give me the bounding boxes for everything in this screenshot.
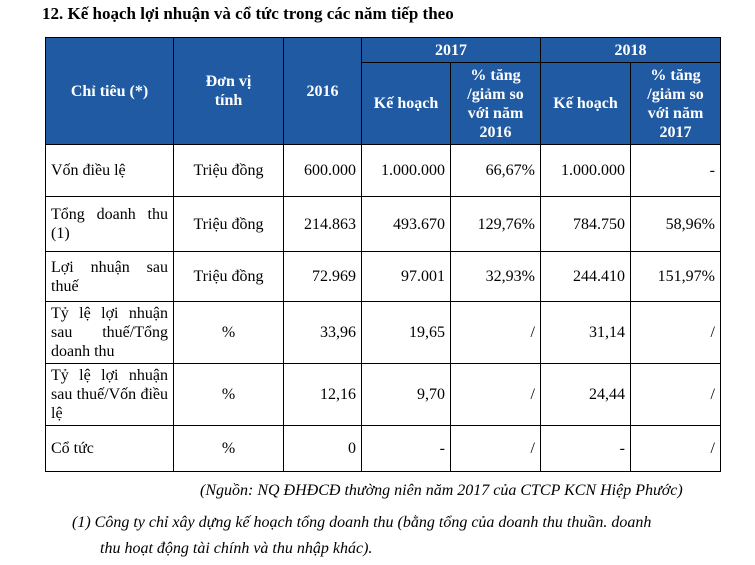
table-row: Cổ tức% 0- / - / (45, 425, 721, 472)
header-2016: 2016 (283, 37, 362, 145)
row-2017-plan: 97.001 (361, 251, 451, 302)
header-plan-2017: Kế hoạch (361, 62, 451, 145)
header-2018: 2018 (540, 37, 721, 63)
row-2018-plan: 31,14 (540, 301, 631, 364)
table-row: Vốn điều lệ Triệu đồng 600.000 1.000.000 66,… (45, 144, 721, 197)
table-row: Tổng doanh thu (1) Triệu đồng 214.863 493.6… (45, 196, 721, 252)
header-pct-2017: % tăng /giảm so với năm 2016 (450, 62, 541, 145)
row-label-text: Vốn điều lệ (51, 162, 126, 179)
row-2018-change: 58,96% (630, 196, 721, 252)
row-label: Cổ tức (45, 425, 174, 472)
table-row: Lợi nhuận sau thuế Triệu đồng 72.969 97.001… (45, 251, 721, 302)
row-2016-value: 600.000 (283, 144, 362, 197)
row-label-text: Lợi nhuận sau thuế (51, 258, 168, 295)
row-2017-change: 129,76% (450, 196, 541, 252)
row-2018-plan: 784.750 (540, 196, 631, 252)
row-2018-change: / (630, 425, 721, 472)
row-2016-value: 0 (283, 425, 362, 472)
row-unit: % (173, 425, 284, 472)
row-label: Tỷ lệ lợi nhuận sau thuế/Vốn điều lệ (45, 363, 174, 426)
row-label-text: Tỷ lệ lợi nhuận sau thuế/Tổng doanh thu (51, 305, 168, 360)
row-2017-change: 32,93% (450, 251, 541, 302)
row-2018-plan: - (540, 425, 631, 472)
table-row: Tỷ lệ lợi nhuận sau thuế/Vốn điều lệ% 12,… (45, 363, 721, 426)
section-title: 12. Kế hoạch lợi nhuận và cổ tức trong c… (42, 4, 454, 23)
footnote-line-1: (1) Công ty chỉ xây dựng kế hoạch tổng d… (72, 514, 652, 531)
row-2018-plan: 244.410 (540, 251, 631, 302)
footnote: (1) Công ty chỉ xây dựng kế hoạch tổng d… (72, 510, 722, 562)
row-unit: Triệu đồng (173, 196, 284, 252)
profit-dividend-plan-table: Chỉ tiêu (*) Đơn vị tính 2016 2017 2018 … (45, 37, 721, 472)
row-2017-change: / (450, 425, 541, 472)
row-label: Vốn điều lệ (45, 144, 174, 197)
row-2018-plan: 24,44 (540, 363, 631, 426)
row-2018-plan: 1.000.000 (540, 144, 631, 197)
row-2017-plan: 9,70 (361, 363, 451, 426)
row-unit: % (173, 363, 284, 426)
row-2017-plan: 19,65 (361, 301, 451, 364)
row-2018-change: 151,97% (630, 251, 721, 302)
row-2017-plan: 1.000.000 (361, 144, 451, 197)
row-2017-change: / (450, 363, 541, 426)
row-2018-change: / (630, 363, 721, 426)
row-unit: Triệu đồng (173, 251, 284, 302)
row-label: Lợi nhuận sau thuế (45, 251, 174, 302)
footnote-line-2: thu hoạt động tài chính và thu nhập khác… (100, 540, 373, 557)
row-2016-value: 72.969 (283, 251, 362, 302)
row-2016-value: 12,16 (283, 363, 362, 426)
row-label: Tỷ lệ lợi nhuận sau thuế/Tổng doanh thu (45, 301, 174, 364)
table-row: Tỷ lệ lợi nhuận sau thuế/Tổng doanh thu%… (45, 301, 721, 364)
row-2017-change: 66,67% (450, 144, 541, 197)
row-label-text: Tổng doanh thu (1) (51, 206, 168, 242)
row-2016-value: 33,96 (283, 301, 362, 364)
header-plan-2018: Kế hoạch (540, 62, 631, 145)
header-2017: 2017 (361, 37, 541, 63)
row-label: Tổng doanh thu (1) (45, 196, 174, 252)
row-2017-plan: - (361, 425, 451, 472)
row-label-text: Tỷ lệ lợi nhuận sau thuế/Vốn điều lệ (51, 367, 168, 422)
header-indicator: Chỉ tiêu (*) (45, 37, 174, 145)
source-note: (Nguồn: NQ ĐHĐCĐ thường niên năm 2017 củ… (200, 482, 683, 499)
row-label-text: Cổ tức (51, 440, 94, 457)
header-pct-2018: % tăng /giảm so với năm 2017 (630, 62, 721, 145)
row-2017-plan: 493.670 (361, 196, 451, 252)
row-2018-change: - (630, 144, 721, 197)
row-2018-change: / (630, 301, 721, 364)
row-2017-change: / (450, 301, 541, 364)
header-unit: Đơn vị tính (173, 37, 284, 145)
row-unit: % (173, 301, 284, 364)
row-unit: Triệu đồng (173, 144, 284, 197)
row-2016-value: 214.863 (283, 196, 362, 252)
